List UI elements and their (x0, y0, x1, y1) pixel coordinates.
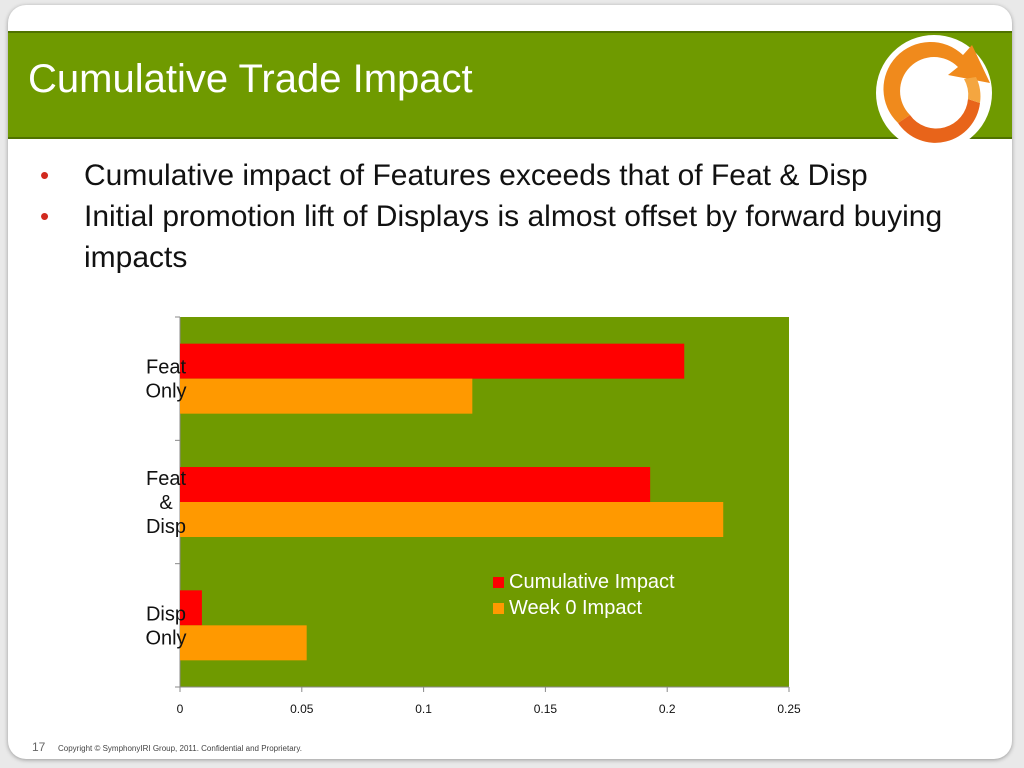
bullet-marker: • (40, 201, 50, 231)
legend-label: Week 0 Impact (509, 597, 642, 619)
category-label: Disp (146, 603, 186, 625)
x-tick-label: 0.1 (415, 702, 432, 716)
legend-label: Cumulative Impact (509, 571, 675, 593)
bar (180, 590, 202, 626)
category-label: Only (145, 627, 186, 649)
bar (180, 467, 651, 502)
bar (180, 625, 307, 661)
x-tick-label: 0.05 (290, 702, 314, 716)
bullet-text: Initial promotion lift of Displays is al… (84, 200, 943, 274)
x-tick-label: 0.2 (659, 702, 676, 716)
legend-swatch (493, 603, 504, 614)
x-tick-label: 0 (177, 702, 184, 716)
bullet-item: • Cumulative impact of Features exceeds … (40, 155, 1000, 196)
slide-title: Cumulative Trade Impact (28, 57, 473, 101)
copyright-notice: Copyright © SymphonyIRI Group, 2011. Con… (58, 744, 302, 753)
legend-swatch (493, 577, 504, 588)
title-bar (8, 31, 1012, 139)
bullet-text: Cumulative impact of Features exceeds th… (84, 159, 868, 192)
category-label: & (159, 492, 173, 514)
orange-circle-arrow-logo-icon (876, 35, 992, 151)
x-tick-label: 0.25 (777, 702, 801, 716)
bar (180, 502, 724, 537)
bar (180, 378, 473, 414)
category-label: Only (145, 381, 186, 403)
bar (180, 343, 685, 379)
x-tick-label: 0.15 (534, 702, 558, 716)
bullet-marker: • (40, 160, 50, 190)
bullet-list: • Cumulative impact of Features exceeds … (40, 155, 1000, 278)
category-label: Feat (146, 357, 186, 379)
category-label: Disp (146, 516, 186, 538)
slide: Cumulative Trade Impact • Cumulative imp… (8, 5, 1012, 759)
page-number: 17 (32, 740, 46, 754)
category-label: Feat (146, 468, 186, 490)
bullet-item: • Initial promotion lift of Displays is … (40, 196, 1000, 278)
